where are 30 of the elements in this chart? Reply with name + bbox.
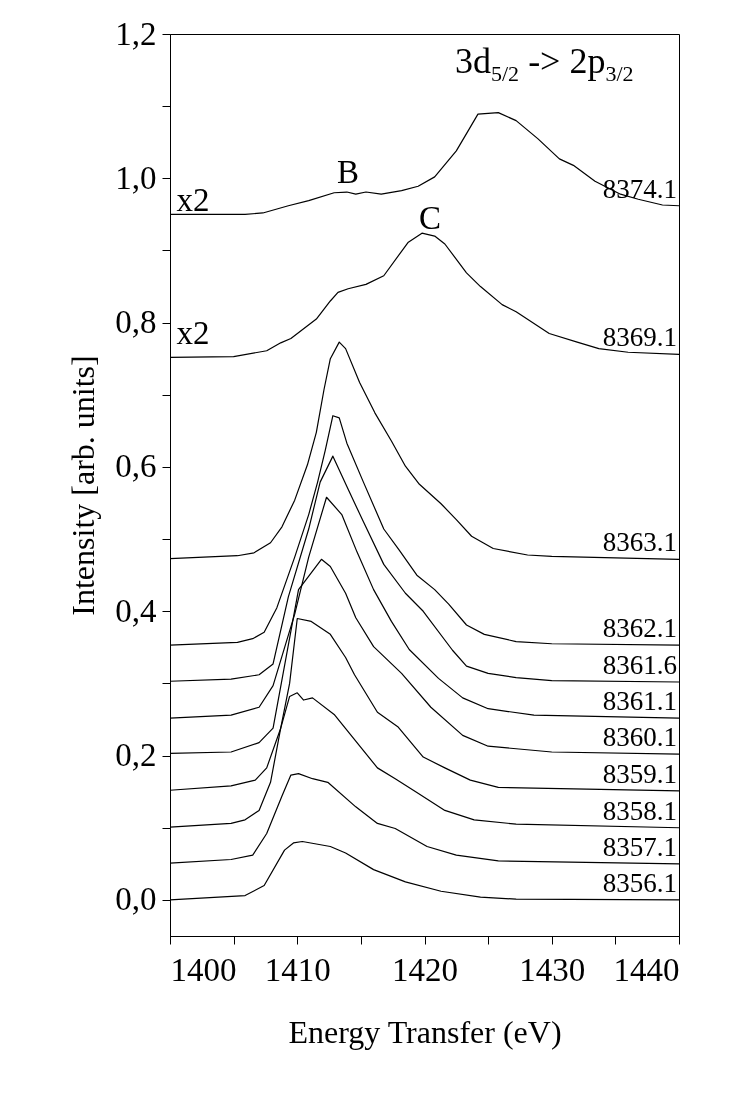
annotation: x2 [176, 314, 210, 351]
series-label: 8361.6 [602, 650, 677, 680]
x-tick-label: 1400 [170, 951, 237, 988]
y-tick-label: 0,6 [115, 448, 157, 485]
annotation: C [418, 199, 442, 236]
x-tick-label: 1420 [392, 951, 458, 988]
x-tick-label: 1430 [519, 951, 586, 988]
series-label: 8358.1 [602, 795, 677, 826]
y-tick-label: 0,0 [115, 881, 157, 918]
series-label: 8374.1 [602, 173, 677, 204]
y-tick-label: 0,8 [115, 304, 157, 341]
series-label: 8361.1 [602, 686, 677, 717]
y-tick-label: 1,0 [115, 159, 157, 196]
y-tick-label: 0,2 [115, 737, 157, 774]
series-label: 8357.1 [602, 831, 677, 862]
series-label: 8363.1 [602, 527, 677, 558]
y-tick-label: 0,4 [115, 592, 157, 629]
series-label: 8356.1 [602, 867, 677, 898]
x-axis-title: Energy Transfer (eV) [288, 1013, 562, 1050]
y-axis-title: Intensity [arb. units] [65, 355, 102, 616]
annotation: 3d$_{5/2}$ -> 2p$_{3/2}$ [455, 40, 634, 88]
annotation: B [336, 153, 360, 190]
series-label: 8359.1 [602, 758, 677, 789]
x-tick-label: 1440 [613, 951, 680, 988]
annotation: x2 [176, 181, 210, 218]
y-tick-label: 1,2 [115, 15, 157, 52]
series-label: 8360.1 [602, 722, 677, 753]
series-label: 8369.1 [602, 322, 677, 353]
x-tick-label: 1410 [264, 951, 331, 988]
series-label: 8362.1 [602, 613, 677, 644]
